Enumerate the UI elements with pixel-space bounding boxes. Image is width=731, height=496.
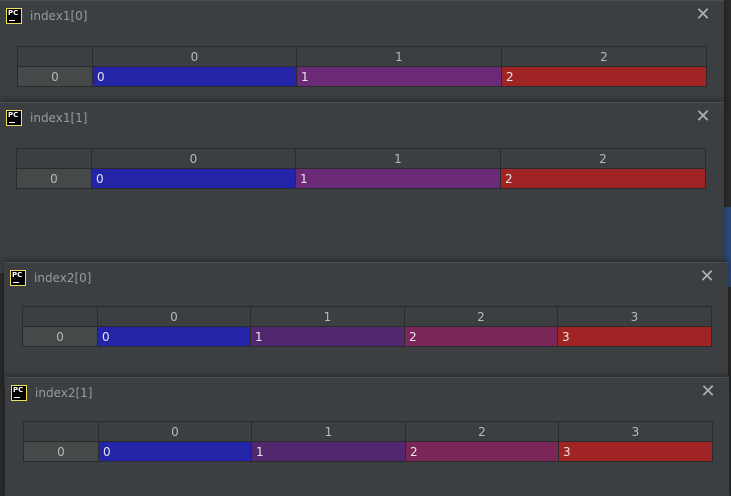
table-cell[interactable]: 1 [296,66,502,87]
column-header[interactable]: 0 [91,148,296,169]
column-header[interactable]: 1 [250,306,405,327]
corner-cell [16,148,92,169]
pycharm-icon: PC [6,8,22,24]
table-cell[interactable]: 0 [98,441,252,462]
window-title-bar[interactable]: PC index2[0] ✕ [4,263,728,293]
close-icon[interactable]: ✕ [695,106,711,127]
row-header[interactable]: 0 [23,441,99,462]
table-cell[interactable]: 2 [500,168,706,189]
table-row: 0 0 1 2 3 [23,441,713,462]
column-header[interactable]: 1 [296,46,502,67]
table-row: 0 0 1 2 [17,66,707,87]
header-row: 0 1 2 [16,148,706,169]
row-header[interactable]: 0 [16,168,92,189]
table-row: 0 0 1 2 3 [22,326,712,347]
column-header[interactable]: 3 [557,306,712,327]
row-header[interactable]: 0 [17,66,93,87]
table-cell[interactable]: 1 [250,326,405,347]
data-viewer-window-index1-0: PC index1[0] ✕ 0 1 2 0 0 1 2 [0,0,724,111]
data-table: 0 1 2 0 0 1 2 [17,46,707,87]
table-cell[interactable]: 3 [558,441,713,462]
window-title-bar[interactable]: PC index1[0] ✕ [0,1,724,31]
column-header[interactable]: 2 [500,148,706,169]
data-viewer-window-index2-1: PC index2[1] ✕ 0 1 2 3 0 0 1 2 3 [5,377,729,496]
window-title: index2[1] [35,386,93,400]
column-header[interactable]: 2 [405,421,559,442]
data-viewer-window-index2-0: PC index2[0] ✕ 0 1 2 3 0 0 1 2 3 [4,262,728,388]
window-title-bar[interactable]: PC index2[1] ✕ [5,378,729,408]
table-cell[interactable]: 1 [251,441,406,462]
close-icon[interactable]: ✕ [700,381,716,402]
table-cell[interactable]: 3 [557,326,712,347]
column-header[interactable]: 0 [98,421,252,442]
corner-cell [23,421,99,442]
column-header[interactable]: 2 [404,306,558,327]
table-row: 0 0 1 2 [16,168,706,189]
row-header[interactable]: 0 [22,326,98,347]
data-table: 0 1 2 3 0 0 1 2 3 [22,306,712,347]
table-cell[interactable]: 2 [404,326,558,347]
data-viewer-window-index1-1: PC index1[1] ✕ 0 1 2 0 0 1 2 [0,102,724,273]
table-cell[interactable]: 0 [92,66,297,87]
data-table: 0 1 2 3 0 0 1 2 3 [23,421,713,462]
column-header[interactable]: 2 [501,46,707,67]
window-title-bar[interactable]: PC index1[1] ✕ [0,103,724,133]
table-cell[interactable]: 0 [91,168,296,189]
window-title: index1[1] [30,111,88,125]
corner-cell [22,306,98,327]
table-cell[interactable]: 1 [295,168,501,189]
corner-cell [17,46,93,67]
close-icon[interactable]: ✕ [695,4,711,25]
column-header[interactable]: 0 [92,46,297,67]
close-icon[interactable]: ✕ [699,266,715,287]
column-header[interactable]: 3 [558,421,713,442]
table-cell[interactable]: 2 [501,66,707,87]
column-header[interactable]: 1 [251,421,406,442]
header-row: 0 1 2 3 [23,421,713,442]
data-table: 0 1 2 0 0 1 2 [16,148,706,189]
window-title: index2[0] [34,271,92,285]
pycharm-icon: PC [11,385,27,401]
table-cell[interactable]: 0 [97,326,251,347]
header-row: 0 1 2 3 [22,306,712,327]
column-header[interactable]: 1 [295,148,501,169]
column-header[interactable]: 0 [97,306,251,327]
pycharm-icon: PC [6,110,22,126]
background-window-edge [724,207,731,287]
window-title: index1[0] [30,9,88,23]
header-row: 0 1 2 [17,46,707,67]
pycharm-icon: PC [10,270,26,286]
table-cell[interactable]: 2 [405,441,559,462]
